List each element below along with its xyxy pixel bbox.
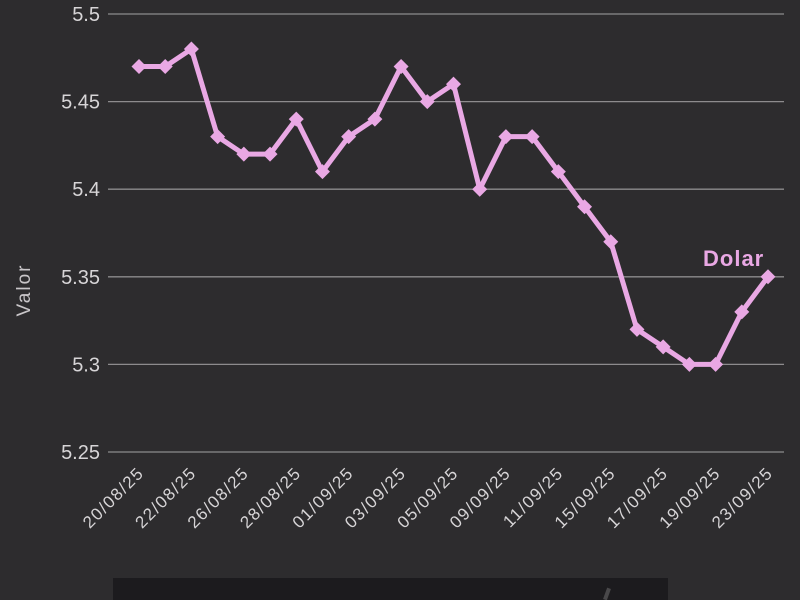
bottom-bar [113, 578, 668, 600]
data-point-marker [760, 269, 776, 285]
series-layer [131, 41, 776, 372]
data-point-marker [681, 356, 697, 372]
cutoff-glyph [603, 587, 611, 600]
data-point-marker [131, 59, 147, 75]
data-point-marker [472, 181, 488, 197]
data-point-marker [498, 129, 514, 145]
y-tick-label: 5.4 [72, 179, 100, 201]
data-point-marker [341, 129, 357, 145]
data-point-marker [183, 41, 199, 57]
data-point-marker [446, 76, 461, 92]
data-point-marker [157, 59, 173, 75]
data-point-marker [655, 339, 671, 355]
data-point-marker [419, 94, 435, 110]
tick-labels-layer: 5.55.455.45.355.35.2520/08/2522/08/2526/… [61, 4, 777, 532]
y-tick-label: 5.25 [61, 442, 100, 464]
data-point-marker [314, 164, 330, 180]
y-axis-title: Valor [14, 264, 35, 317]
y-tick-label: 5.3 [72, 354, 100, 376]
y-tick-label: 5.35 [61, 267, 100, 289]
data-point-marker [262, 146, 278, 162]
data-point-marker [393, 59, 409, 75]
data-point-marker [734, 304, 750, 320]
data-point-marker [629, 321, 645, 337]
data-point-marker [524, 129, 540, 145]
data-point-marker [367, 111, 383, 127]
data-point-marker [577, 199, 593, 215]
data-point-marker [708, 356, 724, 372]
data-point-marker [603, 234, 619, 250]
data-point-marker [236, 146, 252, 162]
y-tick-label: 5.45 [61, 92, 100, 114]
dolar-line [136, 46, 771, 367]
data-point-marker [210, 129, 226, 145]
gridlines-layer [108, 13, 784, 453]
series-label-dolar: Dolar [703, 246, 764, 271]
y-tick-label: 5.5 [72, 4, 100, 26]
data-point-marker [550, 164, 566, 180]
data-point-marker [288, 111, 304, 127]
